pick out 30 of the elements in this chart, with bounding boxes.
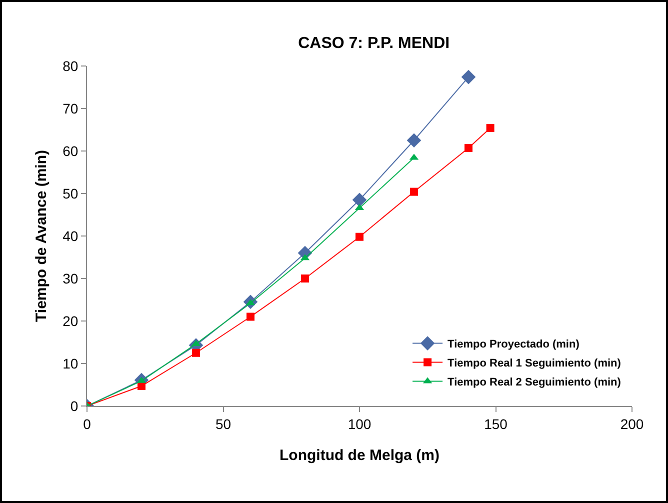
point [356,232,364,241]
point [406,133,422,148]
point [192,348,200,357]
legend-label: Tiempo Real 1 Seguimiento (min) [448,358,622,370]
y-tick-label: 10 [62,355,78,372]
y-tick-label: 30 [62,270,78,286]
point [352,192,367,208]
x-tick-label: 50 [215,416,232,432]
x-tick-label: 100 [348,416,372,432]
point [301,274,309,282]
point [486,124,494,132]
y-tick-label: 60 [62,142,78,159]
legend-label: Tiempo Real 2 Seguimiento (min) [448,376,622,389]
y-tick-label: 0 [70,398,78,414]
x-tick-label: 150 [484,416,508,432]
y-tick-label: 50 [62,185,78,202]
point [246,312,254,321]
y-tick-label: 80 [62,58,78,74]
legend-label: Tiempo Proyectado (min) [448,338,580,351]
y-tick-label: 40 [62,228,78,244]
chart-title: CASO 7: P.P. MENDI [298,35,450,52]
x-axis-title: Longitud de Melga (m) [280,446,440,464]
y-tick-label: 20 [62,312,78,329]
x-tick-label: 0 [83,416,92,432]
y-axis-title: Tiempo de Avance (min) [32,150,50,322]
x-tick-label: 200 [620,416,644,432]
point [461,70,476,84]
point [464,144,472,152]
point [410,188,418,196]
y-tick-label: 70 [62,100,78,116]
